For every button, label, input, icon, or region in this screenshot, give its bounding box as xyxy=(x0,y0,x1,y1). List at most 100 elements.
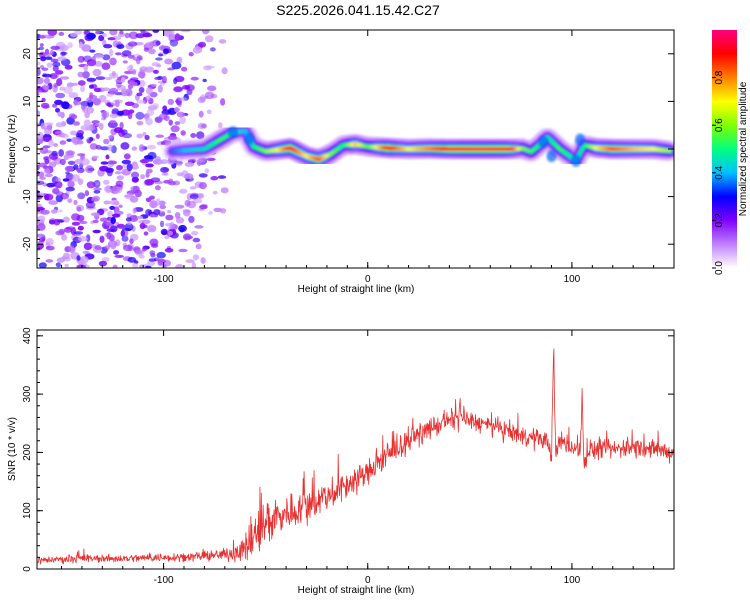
ridge-blob xyxy=(575,133,586,146)
colorbar-tick-label: 0.4 xyxy=(714,165,725,179)
spectrogram-noise-blob xyxy=(37,164,40,171)
spectrogram-noise-blob xyxy=(65,173,74,181)
spectrogram-noise-blob xyxy=(118,129,126,137)
spectrogram-noise-blob xyxy=(59,158,66,166)
spectrogram-noise-blob xyxy=(108,87,119,95)
spectrogram-noise-blob xyxy=(136,92,143,97)
ridge-body xyxy=(161,120,674,171)
spectrogram-noise-blob xyxy=(221,67,228,75)
spectrogram-noise-blob xyxy=(77,71,85,78)
spectrogram-noise-blob xyxy=(145,209,152,216)
spectrogram-noise-blob xyxy=(204,168,210,174)
spectrogram-noise-blob xyxy=(174,33,181,41)
spectrogram-noise-blob xyxy=(161,172,169,176)
spectrogram-noise-blob xyxy=(65,150,76,156)
spectrogram-noise-blob xyxy=(45,238,54,246)
spectrogram-noise-blob xyxy=(67,160,76,165)
spectrogram-noise-blob xyxy=(128,68,137,74)
spectrogram-noise-blob xyxy=(149,250,156,256)
snr-ytick-label: 200 xyxy=(22,444,33,461)
spectrogram-noise-blob xyxy=(90,197,99,202)
spectrogram-noise-blob xyxy=(44,48,50,55)
spectrogram-noise-blob xyxy=(77,192,86,200)
spectrogram-noise-blob xyxy=(59,140,67,145)
spectrogram-noise-blob xyxy=(168,181,176,186)
spectrogram-noise-blob xyxy=(178,248,188,253)
spectrogram-noise-blob xyxy=(109,120,117,124)
spectrogram-noise-blob xyxy=(103,138,110,145)
spectrogram-noise-blob xyxy=(65,186,75,192)
spectrogram-noise-blob xyxy=(154,76,162,81)
spectrogram-noise-blob xyxy=(149,200,158,208)
spectrogram-noise-blob xyxy=(161,259,172,267)
spectrogram-noise-blob xyxy=(37,223,46,231)
spectrogram-noise-blob xyxy=(131,176,139,183)
spectrogram-noise-blob xyxy=(105,185,112,194)
spec-ytick-label: 0 xyxy=(22,146,33,152)
spectrogram-noise-blob xyxy=(213,207,223,213)
spectrogram-noise-blob xyxy=(104,167,114,173)
spectrogram-noise-blob xyxy=(89,143,98,150)
spec-xtick-label: 100 xyxy=(564,274,581,285)
spectrogram-noise-blob xyxy=(52,103,58,108)
spec-ytick-label: -20 xyxy=(22,237,33,252)
spectrogram-noise-blob xyxy=(50,49,54,56)
spectrogram-noise-blob xyxy=(196,193,204,199)
spectrogram-noise-blob xyxy=(57,56,67,62)
spectrogram-noise-blob xyxy=(93,189,101,194)
spectrogram-noise-blob xyxy=(101,257,110,262)
colorbar-tick-label: 0.6 xyxy=(714,118,725,132)
spectrogram-noise-blob xyxy=(148,48,156,55)
spectrogram-noise-blob xyxy=(70,136,81,144)
spectrogram-noise-blob xyxy=(136,215,144,220)
spectrogram-noise-blob xyxy=(158,53,164,57)
spectrogram-noise-blob xyxy=(179,116,187,124)
spectrogram-noise-blob xyxy=(167,230,174,236)
spectrogram-noise-blob xyxy=(167,210,172,214)
spectrogram-ridge xyxy=(161,120,674,171)
spectrogram-noise-blob xyxy=(55,130,64,135)
spectrogram-noise-blob xyxy=(188,215,195,223)
spectrogram-noise-blob xyxy=(184,235,194,240)
spectrogram-noise-blob xyxy=(38,46,45,51)
spec-xtick-label: -100 xyxy=(154,274,174,285)
spectrogram-noise-blob xyxy=(76,167,85,173)
spectrogram-noise-blob xyxy=(37,61,41,66)
spectrogram-noise-blob xyxy=(93,54,104,59)
spectrogram-noise-blob xyxy=(83,119,91,127)
spectrogram-noise-blob xyxy=(111,185,118,192)
spectrogram-noise-blob xyxy=(117,76,122,81)
spectrogram-noise-blob xyxy=(53,143,59,147)
spectrogram-noise-blob xyxy=(191,262,197,268)
spectrogram-noise-blob xyxy=(168,119,173,126)
spectrogram-noise-blob xyxy=(58,149,64,157)
spectrogram-noise-blob xyxy=(103,245,111,250)
spectrogram-noise-blob xyxy=(40,209,50,215)
spectrogram-noise-blob xyxy=(99,235,105,243)
spectrogram-noise-blob xyxy=(94,60,103,67)
spectrogram-noise-blob xyxy=(77,235,88,242)
colorbar-tick-label: 0.0 xyxy=(714,261,725,275)
spectrogram-noise-blob xyxy=(62,216,70,223)
spectrogram-noise-blob xyxy=(83,242,93,251)
spectrogram-noise-blob xyxy=(178,224,187,233)
spectrogram-noise-blob xyxy=(115,180,124,188)
spectrogram-noise-blob xyxy=(55,177,61,183)
spectrogram-noise-blob xyxy=(84,111,90,119)
spectrogram-noise-blob xyxy=(105,154,110,160)
spectrogram-noise-blob xyxy=(195,243,202,250)
spectrogram-noise-blob xyxy=(89,49,96,53)
spectrogram-noise-blob xyxy=(136,133,143,139)
spectrogram-noise-blob xyxy=(158,113,168,120)
spectrogram-noise-blob xyxy=(106,232,112,240)
spectrogram-noise-blob xyxy=(64,263,69,268)
spectrogram-noise-blob xyxy=(59,44,69,52)
spectrogram-noise-blob xyxy=(63,86,73,94)
spectrogram-noise-blob xyxy=(55,122,65,128)
spectrogram-noise-blob xyxy=(71,221,80,226)
spectrogram-noise-blob xyxy=(50,209,58,214)
spectrogram-noise-blob xyxy=(136,121,144,126)
spectrogram-noise-blob xyxy=(121,159,131,165)
spectrogram-noise-blob xyxy=(73,231,84,235)
spectrogram-noise-blob xyxy=(103,200,111,205)
